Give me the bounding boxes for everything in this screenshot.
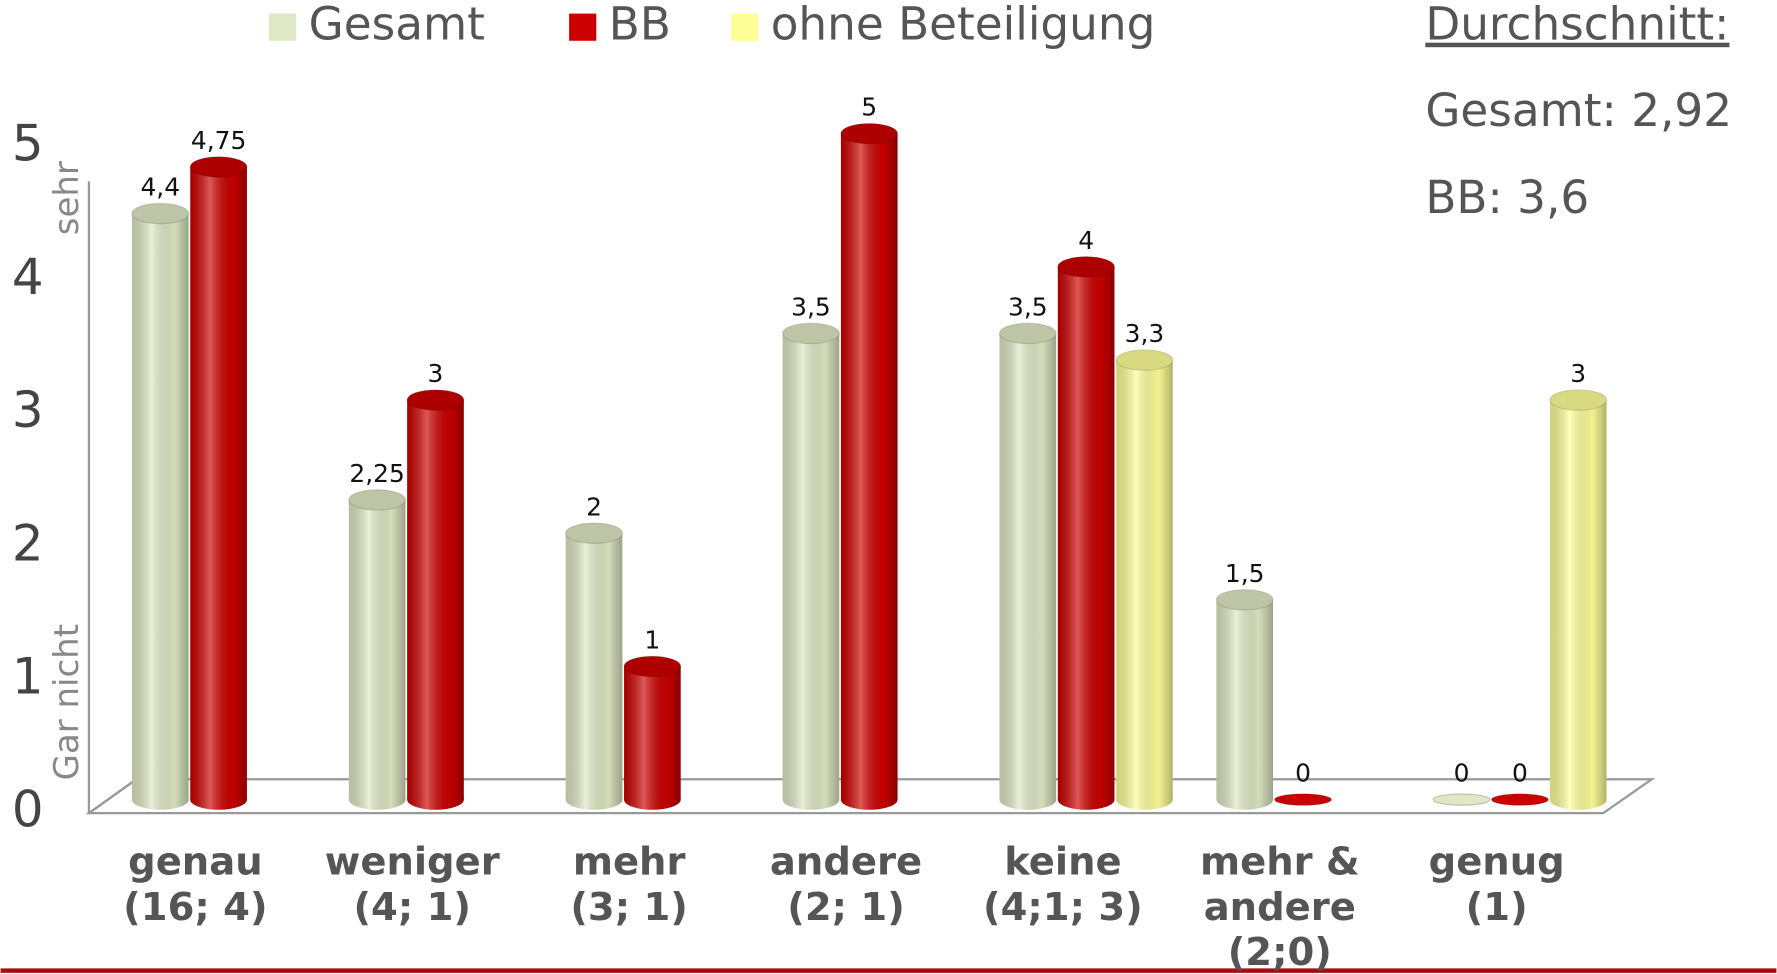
bar-shade [190, 166, 247, 800]
axis-label-top: sehr [47, 161, 87, 235]
bar-top-shade [1116, 349, 1173, 371]
value-label: 4,4 [140, 173, 180, 202]
bar-top-shade [840, 123, 898, 144]
bar-top [623, 655, 682, 678]
y-tick-label: 3 [12, 381, 44, 439]
bar-top-shade [348, 489, 406, 511]
bar-top [998, 322, 1057, 345]
bar-top-shade [1057, 256, 1115, 278]
axis-label-bottom: Gar nicht [47, 624, 87, 780]
x-tick-label: (16; 4) [123, 885, 267, 930]
x-tick-label: genau [128, 840, 262, 885]
x-tick-label: (2; 1) [787, 885, 905, 930]
axis-corner [88, 778, 138, 815]
x-tick-label: (4; 1) [353, 885, 471, 930]
x-tick-label: (4;1; 3) [983, 885, 1143, 930]
bar-top-shade [624, 656, 681, 677]
value-label: 3,3 [1125, 319, 1165, 348]
x-tick-label: (3; 1) [570, 885, 688, 930]
bar-top [565, 522, 623, 544]
average-line: Gesamt: 2,92 [1425, 84, 1732, 137]
bar-shade [407, 400, 464, 800]
bar [1491, 793, 1549, 806]
value-label: 3,5 [791, 293, 831, 322]
legend-label: ohne Beteiligung [771, 0, 1156, 51]
bar-top [1215, 589, 1274, 611]
y-tick-label: 5 [12, 115, 44, 173]
averages-heading: Durchschnitt: [1425, 0, 1729, 51]
x-tick-label: mehr [573, 840, 686, 885]
value-label: 0 [1512, 759, 1528, 788]
bar-top-shade [407, 389, 464, 411]
value-label: 4,75 [191, 126, 246, 155]
bar [1432, 793, 1491, 806]
bar-shade [999, 333, 1057, 800]
value-label: 2 [586, 492, 602, 521]
bar-top-shade [565, 523, 623, 544]
value-label: 1,5 [1225, 559, 1265, 588]
x-tick-label: genug [1429, 840, 1565, 885]
y-tick-label: 2 [12, 514, 44, 572]
bar-shade [1216, 599, 1274, 800]
bar-top [782, 322, 840, 345]
bar-top [131, 202, 190, 225]
bar-top-shade [999, 323, 1057, 344]
bar-shade [131, 213, 189, 800]
legend-label: Gesamt [309, 0, 485, 51]
value-label: 3 [428, 359, 444, 388]
legend-swatch [268, 13, 297, 41]
x-tick-label: andere [1204, 885, 1356, 930]
bar-top [1057, 256, 1116, 278]
y-tick-label: 4 [12, 248, 44, 306]
bar-shade [1057, 266, 1115, 800]
x-tick-label: weniger [325, 840, 500, 885]
bar-top [1115, 349, 1174, 371]
legend-swatch [731, 13, 759, 41]
average-line: BB: 3,6 [1425, 171, 1589, 224]
bar-top-shade [131, 203, 189, 224]
y-tick-label: 1 [12, 647, 44, 705]
bar-shade [782, 333, 840, 800]
bar-shade [1116, 360, 1173, 800]
bar-top-shade [190, 156, 247, 178]
x-tick-label: keine [1004, 840, 1121, 885]
bar-shade [624, 666, 681, 800]
value-label: 3,5 [1008, 293, 1048, 322]
value-label: 3 [1570, 359, 1586, 388]
bar-top-shade [1216, 589, 1274, 610]
bar-top-shade [782, 323, 840, 344]
bar-shade [840, 133, 898, 800]
bar-top [840, 122, 899, 145]
bar-top [348, 489, 407, 511]
legend-label: BB [609, 0, 671, 51]
bar-top [189, 156, 248, 178]
x-tick-label: mehr & [1200, 840, 1360, 885]
value-label: 0 [1454, 759, 1470, 788]
value-label: 4 [1078, 226, 1094, 255]
value-label: 2,25 [349, 459, 404, 488]
legend-swatch [569, 13, 597, 41]
bar-shade [348, 499, 406, 800]
bar-top-shade [1549, 389, 1607, 411]
bar-top [1549, 389, 1608, 411]
y-tick-label: 0 [12, 781, 44, 839]
value-label: 1 [644, 625, 660, 654]
bar-shade [565, 533, 623, 800]
bar-shade [1549, 400, 1607, 800]
x-tick-label: (2;0) [1228, 930, 1332, 974]
value-label: 0 [1295, 759, 1311, 788]
bar [1274, 793, 1332, 806]
x-tick-label: (1) [1466, 885, 1528, 930]
bar-top [406, 389, 465, 411]
x-tick-label: andere [770, 840, 922, 885]
value-label: 5 [861, 93, 877, 122]
